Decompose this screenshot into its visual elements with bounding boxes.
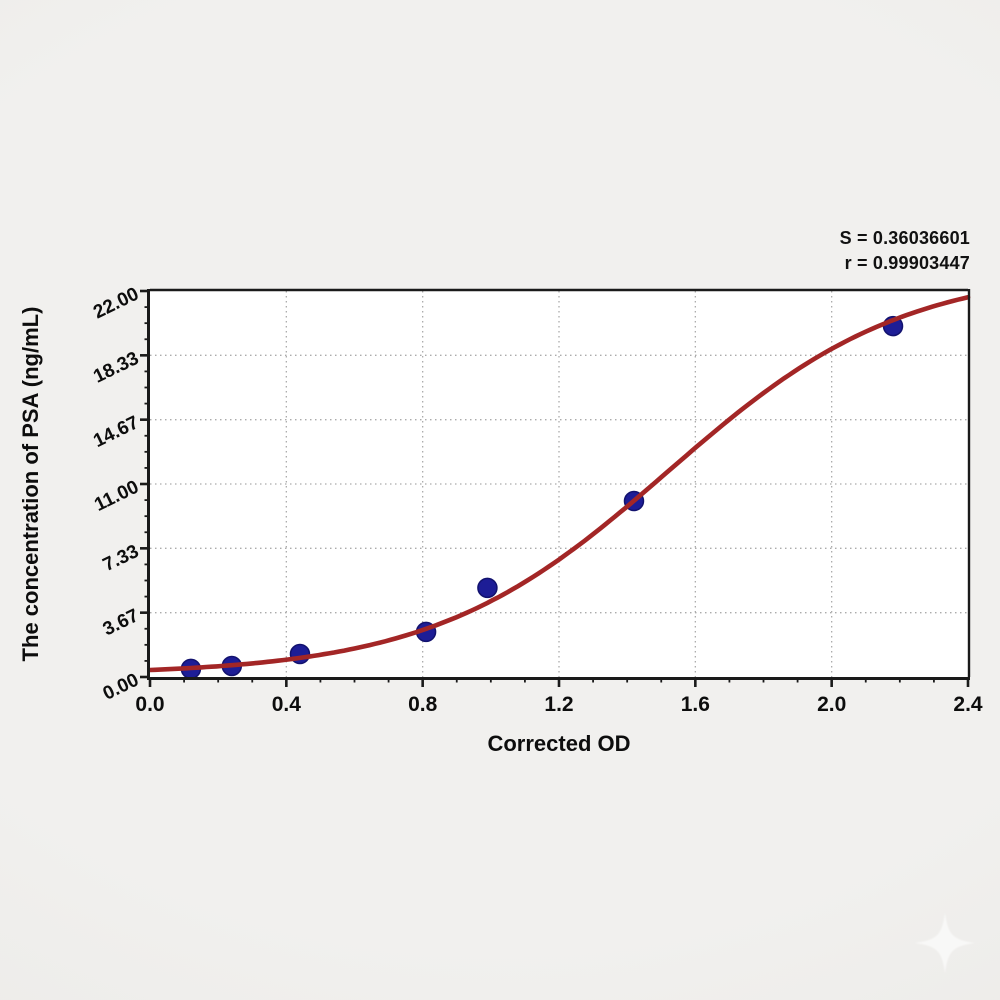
y-tick-label: 3.67 — [100, 605, 142, 640]
x-tick-label: 2.0 — [817, 693, 846, 716]
y-axis-title: The concentration of PSA (ng/mL) — [18, 306, 43, 662]
r-statistic: r = 0.99903447 — [844, 253, 970, 273]
x-tick-label: 1.6 — [681, 693, 710, 716]
fit-statistics: S = 0.36036601 r = 0.99903447 — [840, 226, 970, 276]
y-tick-label: 22.00 — [90, 284, 142, 324]
x-tick-label: 2.4 — [953, 693, 983, 716]
sparkle-star-icon — [905, 903, 985, 983]
x-tick-label: 0.4 — [272, 693, 302, 716]
y-tick-label: 18.33 — [90, 348, 142, 388]
y-tick-label: 11.00 — [91, 477, 142, 516]
x-tick-label: 0.0 — [135, 693, 164, 716]
x-axis-title: Corrected OD — [487, 731, 631, 756]
data-point — [477, 577, 498, 599]
s-statistic: S = 0.36036601 — [839, 228, 970, 248]
y-tick-label: 14.67 — [90, 412, 142, 452]
x-tick-label: 1.2 — [544, 693, 573, 716]
fit-curve-line — [147, 295, 971, 673]
x-tick-label: 0.8 — [408, 693, 438, 716]
y-tick-label: 7.33 — [100, 541, 142, 576]
